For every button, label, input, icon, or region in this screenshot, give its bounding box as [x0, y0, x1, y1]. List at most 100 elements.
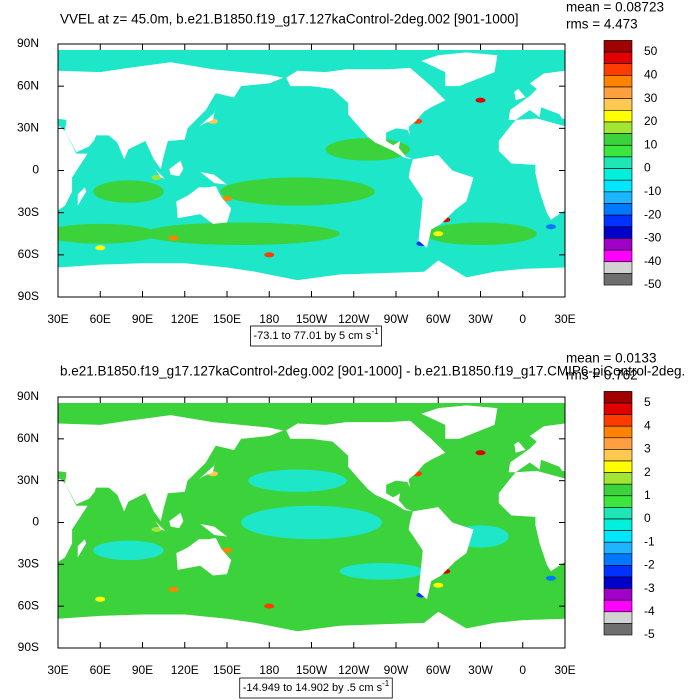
lat-label: 60N	[17, 78, 39, 92]
colorbar-box	[603, 437, 633, 450]
ocean-patch	[248, 469, 347, 492]
field-feature	[222, 196, 232, 202]
field-feature	[95, 245, 106, 251]
land	[198, 459, 216, 480]
lat-label: 60S	[18, 598, 39, 612]
colorbar-label: 10	[644, 137, 658, 151]
ocean-patch	[58, 223, 157, 244]
lon-label: 150E	[213, 312, 241, 326]
panel-stat: rms = 0.762	[566, 368, 638, 383]
map-field	[39, 44, 700, 297]
lat-label: 0	[32, 163, 39, 177]
colorbar-box	[603, 98, 633, 111]
lon-label: 180	[259, 663, 279, 677]
colorbar-label: -1	[644, 534, 655, 548]
colorbar-label: 1	[644, 488, 651, 502]
ocean-patch	[241, 505, 382, 540]
field-feature	[39, 224, 49, 229]
lat-label: 30S	[18, 557, 39, 571]
colorbar-box	[603, 553, 633, 566]
land	[176, 185, 232, 224]
lon-label: 180	[259, 312, 279, 326]
land	[169, 512, 184, 529]
lon-label: 60W	[426, 663, 451, 677]
panel-stat: rms = 4.473	[566, 17, 638, 32]
ocean-patch	[93, 180, 164, 203]
land	[657, 163, 672, 178]
ocean-patch	[93, 540, 164, 561]
lat-label: 90N	[17, 389, 39, 403]
lat-label: 30S	[18, 205, 39, 219]
land	[421, 405, 498, 439]
lon-label: 90E	[132, 663, 153, 677]
colorbar-box	[603, 588, 633, 601]
lat-label: 90S	[18, 640, 39, 654]
field-feature	[675, 235, 685, 240]
map-field	[58, 397, 690, 648]
land	[58, 62, 284, 170]
land	[408, 155, 474, 248]
colorbar-box	[603, 110, 633, 123]
colorbar-label: -40	[644, 254, 662, 268]
field-feature	[433, 582, 444, 588]
ocean-patch	[339, 562, 425, 580]
field-feature	[264, 603, 275, 609]
land	[58, 478, 88, 563]
panel-title: VVEL at z= 45.0m, b.e21.B1850.f19_g17.12…	[60, 12, 518, 27]
colorbar-label: -5	[644, 627, 655, 641]
land	[421, 52, 498, 87]
lon-label: 120E	[171, 312, 199, 326]
colorbar-box	[603, 179, 633, 193]
lat-label: 90N	[17, 36, 39, 50]
colorbar-label: -20	[644, 207, 662, 221]
field-feature	[659, 527, 669, 532]
field-feature	[545, 224, 556, 230]
land	[286, 67, 446, 160]
range-exponent: -1	[371, 327, 379, 336]
ocean-patch	[219, 177, 375, 206]
land	[58, 415, 284, 522]
colorbar-box	[603, 518, 633, 531]
map-panel: b.e21.B1850.f19_g17.127kaControl-2deg.00…	[17, 351, 690, 699]
land	[676, 513, 690, 528]
colorbar-label: 40	[644, 68, 658, 82]
lon-label: 60E	[90, 312, 111, 326]
lon-label: 150E	[213, 663, 241, 677]
land	[585, 187, 593, 205]
field-feature	[264, 252, 275, 258]
field-feature	[95, 596, 106, 602]
land	[683, 186, 700, 224]
colorbar-box	[603, 449, 633, 462]
lon-label: 150W	[296, 663, 328, 677]
lat-label: 60S	[18, 247, 39, 261]
colorbar-label: 0	[644, 161, 651, 175]
lon-label: 60E	[90, 663, 111, 677]
colorbar-box	[603, 611, 633, 624]
land	[169, 160, 184, 177]
colorbar-box	[603, 191, 633, 204]
colorbar-label: 0	[644, 511, 651, 525]
land	[508, 70, 565, 120]
lat-label: 30N	[17, 121, 39, 135]
lon-label: 0	[519, 663, 526, 677]
lon-label: 120W	[338, 312, 370, 326]
colorbar-box	[603, 541, 633, 555]
lat-label: 60N	[17, 431, 39, 445]
range-label: -14.949 to 14.902 by .5 cm s-1	[243, 679, 390, 694]
colorbar-box	[603, 226, 633, 239]
land	[149, 515, 166, 531]
colorbar-box	[603, 495, 633, 508]
colorbar-box	[603, 565, 633, 578]
land	[498, 118, 565, 220]
land	[657, 516, 672, 531]
colorbar-box	[603, 391, 633, 404]
land	[198, 107, 216, 127]
panel-stat: mean = 0.08723	[566, 0, 664, 15]
ocean-patch	[424, 222, 537, 245]
colorbar-box	[603, 249, 633, 263]
lon-label: 30E	[47, 663, 68, 677]
colorbar-box	[603, 414, 633, 427]
colorbar-box	[603, 460, 633, 473]
land	[58, 126, 88, 211]
field-feature	[475, 97, 486, 103]
